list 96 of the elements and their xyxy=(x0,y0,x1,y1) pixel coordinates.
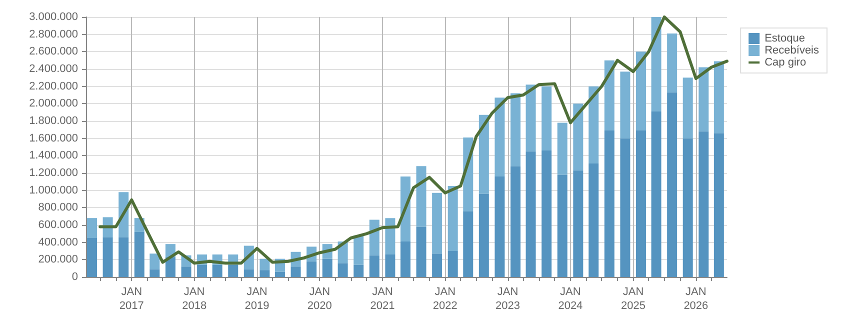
bar xyxy=(573,170,584,277)
bar xyxy=(87,238,98,277)
y-tick-label: 3.000.000 xyxy=(29,11,78,23)
y-tick-label: 2.600.000 xyxy=(29,46,78,58)
bar xyxy=(102,237,113,277)
bar xyxy=(588,163,599,277)
bar xyxy=(369,220,380,256)
y-tick-label: 600.000 xyxy=(38,219,78,231)
bar xyxy=(260,270,270,277)
bar xyxy=(620,72,630,138)
bar xyxy=(432,254,442,277)
bar xyxy=(244,269,254,277)
bar xyxy=(322,258,332,277)
bar xyxy=(573,104,584,170)
x-tick-label: JAN 2017 xyxy=(119,286,144,312)
x-tick-label: JAN 2019 xyxy=(244,286,270,312)
x-tick-label: JAN 2025 xyxy=(621,286,646,312)
bar xyxy=(588,86,599,164)
bar xyxy=(400,241,410,277)
bar xyxy=(306,261,317,277)
bar xyxy=(604,60,614,131)
y-tick-label: 1.200.000 xyxy=(29,167,78,179)
bar xyxy=(448,186,458,251)
x-tick-label: JAN 2021 xyxy=(370,286,395,312)
legend-label: Recebíveis xyxy=(764,44,820,56)
y-tick-label: 1.600.000 xyxy=(29,132,78,144)
x-tick-label: JAN 2020 xyxy=(307,286,332,312)
y-tick-label: 800.000 xyxy=(38,202,78,214)
y-tick-label: 200.000 xyxy=(38,254,78,266)
bar xyxy=(651,17,662,112)
y-tick-label: 0 xyxy=(72,271,78,283)
bar xyxy=(557,174,568,277)
x-tick-label: JAN 2022 xyxy=(432,286,458,312)
y-tick-label: 2.200.000 xyxy=(29,80,78,92)
bar xyxy=(181,266,192,277)
bar xyxy=(416,166,426,227)
y-tick-label: 2.400.000 xyxy=(29,63,78,75)
bar xyxy=(369,255,380,277)
bar xyxy=(212,264,222,277)
y-tick-label: 1.000.000 xyxy=(29,184,78,196)
legend-label: Cap giro xyxy=(764,56,806,68)
bar xyxy=(118,237,129,277)
bar xyxy=(510,93,521,166)
bar xyxy=(542,150,552,277)
bar xyxy=(526,84,536,152)
y-tick-label: 2.000.000 xyxy=(29,98,78,110)
bar xyxy=(714,61,724,134)
legend-label: Estoque xyxy=(764,32,805,44)
bar xyxy=(134,232,144,277)
y-tick-label: 400.000 xyxy=(38,236,78,248)
line-series xyxy=(98,16,728,265)
x-tick-label: JAN 2018 xyxy=(182,286,207,312)
bar xyxy=(478,114,489,194)
bar xyxy=(636,130,646,277)
bar xyxy=(526,151,536,277)
bar xyxy=(150,269,160,277)
bar xyxy=(682,78,693,138)
bar xyxy=(87,218,98,238)
bar xyxy=(150,254,160,270)
bar xyxy=(354,235,364,265)
x-tick-label: JAN 2023 xyxy=(496,286,520,312)
bar xyxy=(260,258,270,270)
bar xyxy=(228,264,238,277)
y-tick-label: 1.400.000 xyxy=(29,150,78,162)
bar xyxy=(636,52,646,131)
bar xyxy=(448,251,458,277)
bar xyxy=(416,226,426,277)
bar xyxy=(651,111,662,277)
bar xyxy=(290,266,301,277)
bar xyxy=(667,92,678,277)
bar xyxy=(620,138,630,277)
bar xyxy=(385,218,396,254)
bar xyxy=(385,254,396,277)
bar xyxy=(463,211,474,277)
x-tick-label: JAN 2024 xyxy=(558,286,583,312)
bar xyxy=(667,33,678,92)
bar xyxy=(604,130,614,277)
bar xyxy=(698,67,709,132)
bar xyxy=(494,176,505,277)
bar xyxy=(682,138,693,277)
bar xyxy=(494,98,505,176)
bar xyxy=(542,86,552,150)
bar xyxy=(510,166,521,277)
bar xyxy=(714,133,724,277)
bar xyxy=(432,192,442,254)
bar xyxy=(478,194,489,277)
bar xyxy=(698,131,709,277)
bar xyxy=(557,122,568,175)
bar xyxy=(338,263,348,277)
bar xyxy=(274,272,285,277)
bar xyxy=(354,264,364,277)
bar xyxy=(197,264,208,277)
y-tick-label: 2.800.000 xyxy=(29,28,78,40)
y-tick-label: 1.800.000 xyxy=(29,115,78,127)
bar xyxy=(165,257,176,277)
x-tick-label: JAN 2026 xyxy=(684,286,708,312)
